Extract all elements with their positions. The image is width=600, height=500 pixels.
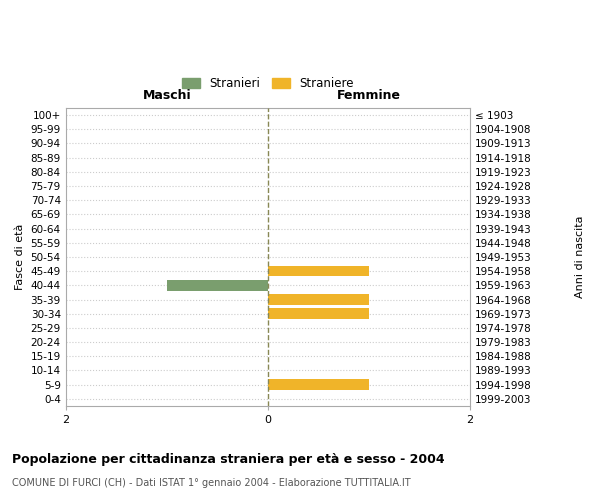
Bar <box>167 280 268 290</box>
Text: Femmine: Femmine <box>337 89 401 102</box>
Bar <box>268 308 369 319</box>
Y-axis label: Fasce di età: Fasce di età <box>15 224 25 290</box>
Bar <box>268 266 369 276</box>
Legend: Stranieri, Straniere: Stranieri, Straniere <box>177 72 358 94</box>
Y-axis label: Anni di nascita: Anni di nascita <box>575 216 585 298</box>
Text: Popolazione per cittadinanza straniera per età e sesso - 2004: Popolazione per cittadinanza straniera p… <box>12 452 445 466</box>
Text: COMUNE DI FURCI (CH) - Dati ISTAT 1° gennaio 2004 - Elaborazione TUTTITALIA.IT: COMUNE DI FURCI (CH) - Dati ISTAT 1° gen… <box>12 478 410 488</box>
Bar <box>268 380 369 390</box>
Text: Maschi: Maschi <box>142 89 191 102</box>
Bar <box>268 294 369 305</box>
